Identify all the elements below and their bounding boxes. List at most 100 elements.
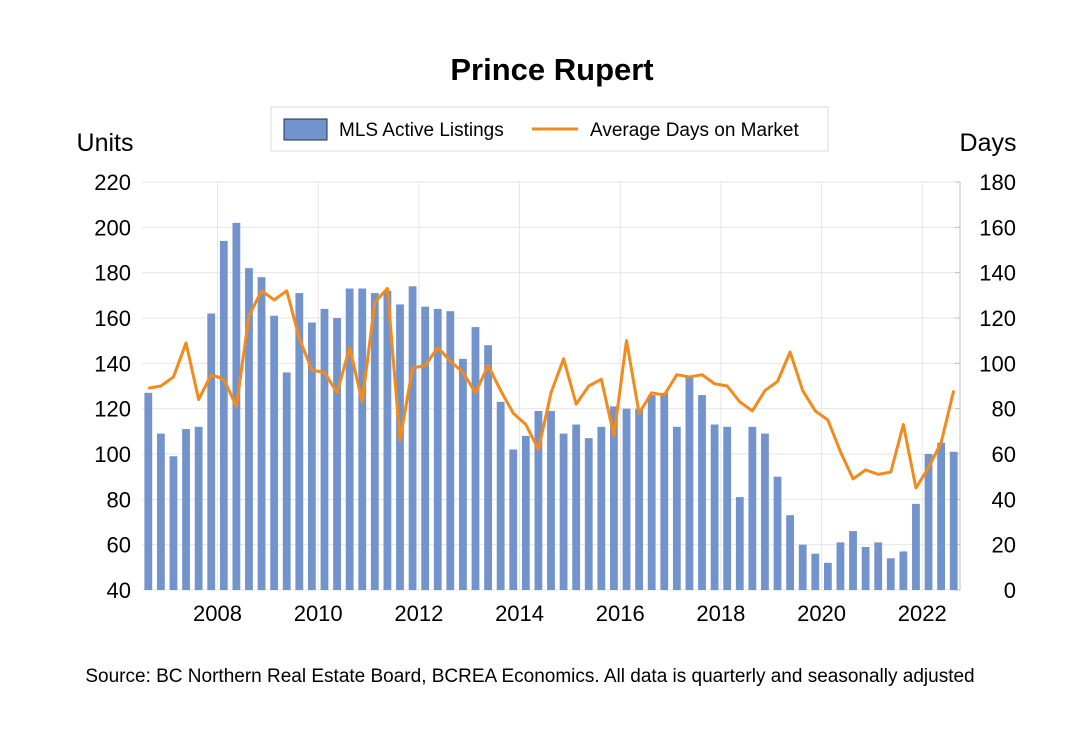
bar-listings-2012Q3 [446, 311, 455, 590]
bar-listings-2014Q3 [547, 410, 555, 590]
bar-listings-2017Q1 [672, 426, 681, 590]
bar-listings-2016Q3 [647, 395, 656, 590]
bar-listings-2018Q3 [748, 426, 757, 590]
bar-listings-2022Q2 [937, 442, 946, 590]
y-left-tick-label: 160 [94, 306, 131, 331]
y-left-tick-label: 220 [94, 170, 131, 195]
x-tick-label: 2016 [596, 601, 645, 626]
y-right-tick-label: 0 [1004, 578, 1016, 603]
y-right-tick-label: 100 [979, 351, 1016, 376]
bar-listings-2021Q4 [912, 503, 920, 590]
y-left-tick-label: 180 [94, 261, 131, 286]
bar-listings-2022Q1 [924, 454, 933, 590]
x-tick-label: 2018 [696, 601, 745, 626]
bar-listings-2009Q1 [270, 315, 279, 590]
bar-listings-2014Q1 [521, 435, 530, 590]
y-left-tick-label: 140 [94, 351, 131, 376]
bar-listings-2006Q4 [156, 433, 165, 590]
x-tick-label: 2020 [797, 601, 846, 626]
y-left-axis-title: Units [77, 129, 134, 157]
x-tick-label: 2022 [898, 601, 947, 626]
legend-swatch-listings [283, 118, 328, 141]
bar-listings-2010Q1 [320, 308, 329, 590]
y-right-tick-label: 140 [979, 261, 1016, 286]
bar-listings-2017Q4 [710, 424, 719, 590]
x-tick-label: 2012 [394, 601, 443, 626]
bar-listings-2016Q2 [635, 408, 643, 590]
y-right-tick-label: 80 [992, 397, 1016, 422]
legend: MLS Active Listings Average Days on Mark… [270, 106, 829, 152]
bar-listings-2010Q4 [358, 288, 367, 590]
bar-listings-2012Q1 [421, 306, 430, 590]
y-left-tick-label: 60 [107, 533, 131, 558]
bar-listings-2019Q3 [798, 544, 807, 590]
bar-listings-2014Q4 [559, 433, 568, 590]
bar-listings-2018Q1 [723, 426, 732, 590]
bar-listings-2009Q4 [307, 322, 316, 590]
bar-listings-2007Q1 [169, 456, 178, 590]
y-right-axis-title: Days [960, 129, 1017, 157]
bar-listings-2006Q3 [144, 392, 153, 590]
line-series-days [148, 287, 956, 490]
bar-listings-2011Q1 [370, 293, 379, 590]
y-right-tick-labels: 0 20 40 60 80 100 120 140 160 180 [979, 170, 1016, 603]
bar-listings-2013Q3 [496, 401, 505, 590]
chart-title: Prince Rupert [450, 52, 653, 87]
bar-listings-2010Q2 [333, 318, 341, 590]
bar-listings-2020Q3 [849, 531, 857, 590]
y-right-tick-label: 40 [992, 487, 1016, 512]
bar-listings-2008Q3 [245, 268, 253, 590]
bar-listings-2013Q2 [484, 345, 492, 590]
bar-listings-2020Q4 [861, 546, 870, 590]
y-left-tick-label: 100 [94, 442, 131, 467]
x-tick-label: 2014 [495, 601, 544, 626]
bar-listings-2013Q1 [471, 327, 480, 590]
source-note: Source: BC Northern Real Estate Board, B… [85, 666, 974, 687]
y-left-tick-label: 120 [94, 397, 131, 422]
bar-listings-2015Q1 [572, 424, 581, 590]
bar-listings-2018Q2 [735, 497, 744, 590]
bar-listings-2015Q2 [584, 438, 593, 590]
bar-listings-2016Q1 [622, 408, 631, 590]
bar-listings-2017Q2 [685, 376, 694, 590]
bar-listings-2017Q3 [698, 395, 706, 590]
y-left-tick-label: 80 [107, 487, 131, 512]
bar-listings-2021Q2 [886, 558, 895, 590]
y-left-tick-label: 200 [94, 215, 131, 240]
bar-listings-2007Q3 [194, 426, 203, 590]
x-tick-labels: 2008 2010 2012 2014 2016 2018 2020 2022 [193, 601, 947, 626]
bar-listings-2015Q4 [610, 406, 618, 590]
gridlines [142, 181, 961, 591]
y-left-tick-label: 40 [107, 578, 131, 603]
bar-listings-2021Q3 [899, 551, 908, 590]
bar-listings-2009Q2 [282, 372, 291, 590]
bar-listings-2020Q2 [836, 542, 845, 590]
legend-label-days: Average Days on Market [590, 120, 799, 141]
bar-listings-2007Q4 [207, 313, 216, 590]
x-tick-label: 2010 [294, 601, 343, 626]
legend-label-listings: MLS Active Listings [339, 120, 504, 141]
bar-listings-2011Q2 [383, 290, 392, 590]
bar-listings-2012Q4 [459, 358, 467, 590]
bar-listings-2020Q1 [823, 562, 832, 590]
bar-listings-2010Q3 [345, 288, 354, 590]
bar-listings-2014Q2 [534, 410, 543, 590]
bar-listings-2012Q2 [433, 308, 442, 590]
y-right-tick-label: 180 [979, 170, 1016, 195]
bar-listings-2008Q4 [257, 277, 266, 590]
bar-listings-2022Q3 [949, 451, 958, 590]
bar-listings-2015Q3 [597, 426, 606, 590]
bar-listings-2013Q4 [509, 449, 518, 590]
y-right-tick-label: 160 [979, 215, 1016, 240]
bar-listings-2011Q4 [408, 286, 417, 590]
bar-listings-2021Q1 [874, 542, 883, 590]
bar-listings-2019Q1 [773, 476, 782, 590]
y-right-tick-label: 120 [979, 306, 1016, 331]
bar-listings-2018Q4 [761, 433, 769, 590]
x-tick-label: 2008 [193, 601, 242, 626]
bar-listings-2016Q4 [660, 392, 669, 590]
bar-listings-2007Q2 [182, 429, 190, 590]
bar-listings-2019Q2 [786, 515, 795, 590]
y-left-tick-labels: 40 60 80 100 120 140 160 180 200 220 [94, 170, 131, 603]
